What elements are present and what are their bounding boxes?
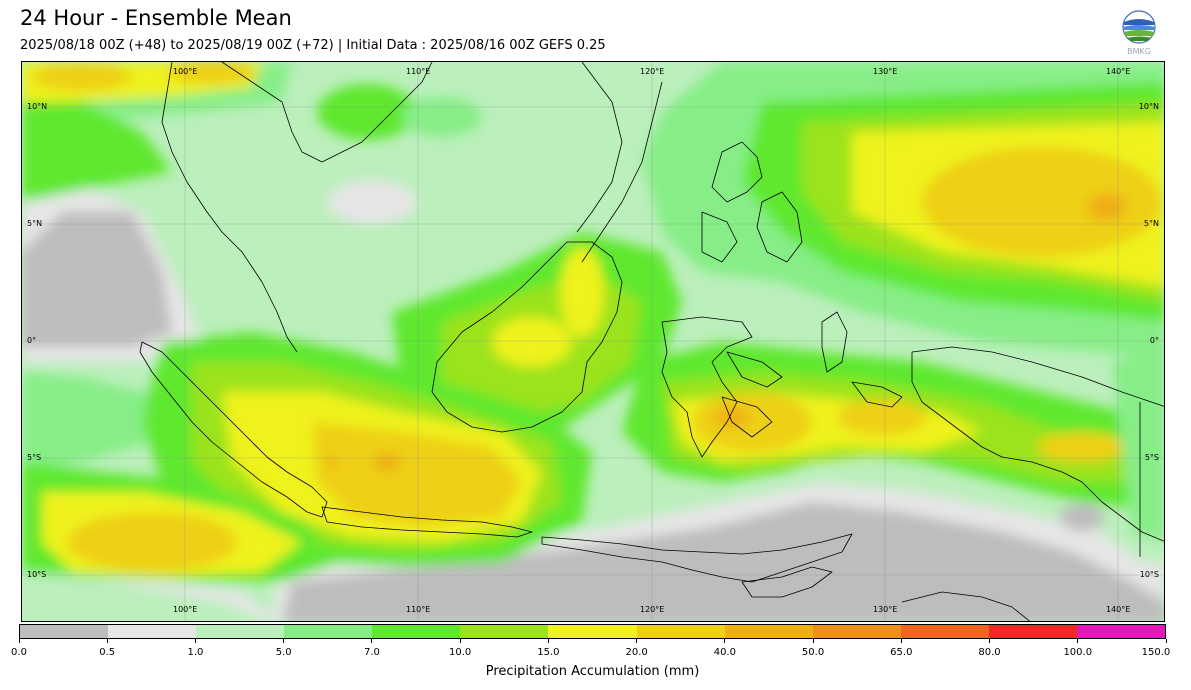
precipitation-colorbar bbox=[19, 624, 1166, 639]
colorbar-segment bbox=[460, 625, 549, 638]
colorbar-tick-label: 15.0 bbox=[537, 647, 560, 658]
lat-label-left-10n: 10°N bbox=[27, 102, 48, 111]
colorbar-label: Precipitation Accumulation (mm) bbox=[485, 664, 700, 679]
lon-label-top-100e: 100°E bbox=[173, 67, 198, 76]
colorbar-tick-mark bbox=[900, 639, 902, 643]
lon-label-top-120e: 120°E bbox=[640, 67, 665, 76]
colorbar-segment bbox=[20, 625, 109, 638]
colorbar-tick-label: 7.0 bbox=[363, 647, 380, 658]
colorbar-segment bbox=[1076, 625, 1166, 638]
lon-label-top-130e: 130°E bbox=[873, 67, 898, 76]
bmkg-logo: BMKG bbox=[1122, 10, 1156, 56]
lat-label-right-5n: 5°N bbox=[1143, 219, 1159, 228]
colorbar-tick-label: 0.0 bbox=[11, 647, 27, 658]
lat-label-right-5s: 5°S bbox=[1144, 453, 1159, 462]
colorbar-segment bbox=[724, 625, 813, 638]
colorbar-tick-mark bbox=[724, 639, 726, 643]
lat-label-right-10n: 10°N bbox=[1138, 102, 1159, 111]
colorbar-segment bbox=[548, 625, 637, 638]
colorbar-tick-label: 0.5 bbox=[99, 647, 116, 658]
colorbar-segment bbox=[108, 625, 197, 638]
colorbar-tick-mark bbox=[459, 639, 461, 643]
colorbar-tick-mark bbox=[989, 639, 991, 643]
lon-label-top-110e: 110°E bbox=[406, 67, 431, 76]
colorbar-segment bbox=[196, 625, 285, 638]
colorbar-tick-mark bbox=[1165, 639, 1167, 643]
colorbar-tick-label: 100.0 bbox=[1063, 647, 1093, 658]
colorbar-tick-label: 50.0 bbox=[801, 647, 825, 658]
colorbar-segment bbox=[372, 625, 461, 638]
colorbar-segment bbox=[988, 625, 1077, 638]
colorbar-tick-label: 1.0 bbox=[187, 647, 204, 658]
lat-label-left-5n: 5°N bbox=[27, 219, 43, 228]
svg-text:BMKG: BMKG bbox=[1127, 47, 1151, 56]
colorbar-tick-mark bbox=[106, 639, 108, 643]
lat-label-left-0: 0° bbox=[27, 336, 37, 345]
colorbar-tick-label: 150.0 bbox=[1141, 647, 1171, 658]
lat-label-right-0: 0° bbox=[1149, 336, 1159, 345]
lon-label-bottom-130e: 130°E bbox=[873, 605, 898, 614]
colorbar-tick-label: 40.0 bbox=[713, 647, 736, 658]
colorbar-tick-mark bbox=[1077, 639, 1079, 643]
colorbar-segment bbox=[812, 625, 901, 638]
lon-label-top-140e: 140°E bbox=[1106, 67, 1131, 76]
precipitation-field bbox=[22, 62, 1164, 621]
coastlines bbox=[139, 62, 1164, 621]
colorbar-tick-label: 10.0 bbox=[449, 647, 472, 658]
colorbar-tick-mark bbox=[194, 639, 196, 643]
colorbar-tick-mark bbox=[18, 639, 20, 643]
lat-label-right-10s: 10°S bbox=[1139, 570, 1159, 579]
colorbar-tick-label: 65.0 bbox=[890, 647, 913, 658]
colorbar-tick-mark bbox=[283, 639, 285, 643]
precipitation-map: 100°E 110°E 120°E 130°E 140°E 100°E 110°… bbox=[21, 61, 1165, 622]
map-subtitle: 2025/08/18 00Z (+48) to 2025/08/19 00Z (… bbox=[20, 38, 606, 53]
lon-label-bottom-100e: 100°E bbox=[173, 605, 198, 614]
colorbar-tick-mark bbox=[371, 639, 373, 643]
lat-label-left-5s: 5°S bbox=[27, 453, 42, 462]
lon-label-bottom-110e: 110°E bbox=[406, 605, 431, 614]
lon-label-bottom-140e: 140°E bbox=[1106, 605, 1131, 614]
map-title: 24 Hour - Ensemble Mean bbox=[20, 6, 292, 30]
colorbar-segment bbox=[636, 625, 725, 638]
lat-label-left-10s: 10°S bbox=[27, 570, 47, 579]
colorbar-tick-mark bbox=[547, 639, 549, 643]
colorbar-tick-label: 80.0 bbox=[978, 647, 1001, 658]
colorbar-tick-mark bbox=[636, 639, 638, 643]
lon-label-bottom-120e: 120°E bbox=[640, 605, 665, 614]
colorbar-segment bbox=[900, 625, 989, 638]
colorbar-tick-label: 20.0 bbox=[625, 647, 648, 658]
colorbar-tick-mark bbox=[812, 639, 814, 643]
colorbar-segment bbox=[284, 625, 373, 638]
colorbar-tick-label: 5.0 bbox=[275, 647, 292, 658]
